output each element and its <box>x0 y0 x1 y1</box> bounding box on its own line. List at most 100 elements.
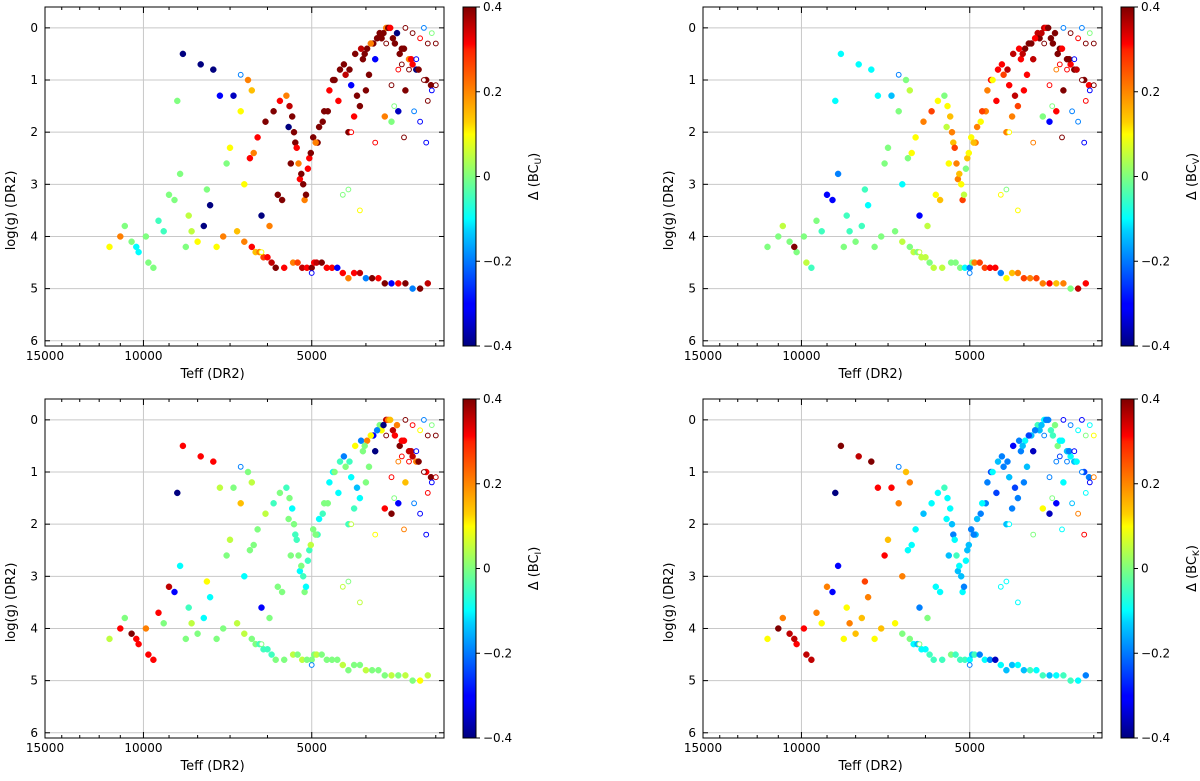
data-point-open <box>258 249 265 256</box>
data-point <box>248 243 256 251</box>
data-point <box>362 666 370 674</box>
data-point <box>928 108 935 115</box>
data-point-open <box>398 453 405 460</box>
colorbar-tick-label: 0 <box>483 170 491 184</box>
data-point <box>287 160 295 167</box>
data-point-open <box>428 87 435 94</box>
data-point <box>926 651 933 658</box>
data-point <box>952 651 959 658</box>
data-point <box>367 432 375 439</box>
data-point <box>350 661 358 669</box>
data-point <box>210 458 217 465</box>
x-tick-label: 5000 <box>954 741 985 755</box>
data-point <box>391 40 399 47</box>
data-point <box>992 656 999 664</box>
data-point <box>861 186 869 193</box>
data-point-open <box>1069 108 1075 115</box>
data-point <box>973 123 981 131</box>
data-point <box>312 531 319 538</box>
data-point <box>764 243 771 251</box>
data-point <box>299 573 307 580</box>
data-point-open <box>388 82 395 89</box>
data-point <box>270 108 277 115</box>
y-tick-label: 5 <box>688 674 696 688</box>
data-point <box>320 108 328 115</box>
y-tick-label: 1 <box>30 465 38 479</box>
data-point <box>304 165 312 172</box>
data-point <box>946 113 954 120</box>
data-point <box>1019 442 1026 450</box>
data-point <box>335 489 342 497</box>
data-point <box>165 191 173 199</box>
data-point <box>906 87 914 94</box>
data-point <box>1044 24 1052 32</box>
colorbar <box>462 6 477 347</box>
data-point <box>416 285 424 292</box>
data-point <box>274 583 282 591</box>
data-point-open <box>372 531 379 538</box>
data-point-open <box>1081 531 1088 538</box>
data-point <box>350 269 358 277</box>
data-point <box>934 97 942 105</box>
data-point-open <box>1086 479 1093 486</box>
data-point <box>891 228 899 235</box>
data-point-open <box>1030 139 1037 146</box>
data-point <box>326 479 333 486</box>
y-tick-label: 6 <box>688 726 696 740</box>
data-point-open <box>1086 422 1093 429</box>
data-point <box>373 427 381 434</box>
data-point-open <box>1053 458 1060 465</box>
y-tick-label: 5 <box>30 282 38 296</box>
data-point <box>846 620 853 627</box>
data-point <box>928 500 935 507</box>
data-point <box>386 24 394 32</box>
data-point <box>1011 92 1019 99</box>
data-point <box>881 552 888 559</box>
y-tick-label: 2 <box>30 125 38 139</box>
data-point <box>400 437 408 444</box>
y-tick-label: 0 <box>30 413 38 427</box>
data-point <box>1046 510 1053 517</box>
colorbar-tick-label: −0.4 <box>1141 731 1170 745</box>
colorbar-tick-label: 0.2 <box>1141 85 1160 99</box>
data-point <box>246 546 254 554</box>
data-point-open <box>423 531 430 538</box>
data-point-open <box>1064 66 1070 73</box>
x-axis-label: Teff (DR2) <box>179 759 244 774</box>
data-point-open <box>339 191 346 198</box>
data-point <box>1044 416 1052 424</box>
y-tick-label: 2 <box>688 517 696 531</box>
data-point <box>1053 280 1060 287</box>
data-point-open <box>388 474 395 481</box>
data-point <box>262 118 269 125</box>
data-point <box>371 55 379 63</box>
data-point <box>373 35 381 42</box>
data-point-open <box>401 134 407 141</box>
x-tick-label: 15000 <box>26 741 64 755</box>
data-point <box>994 66 1002 73</box>
x-tick-label: 5000 <box>954 349 985 363</box>
data-point <box>223 552 230 559</box>
data-point <box>357 437 365 444</box>
data-point <box>334 264 341 272</box>
data-point-open <box>391 495 398 502</box>
data-point <box>960 583 968 591</box>
data-point <box>977 118 984 125</box>
data-point <box>230 92 237 99</box>
data-point-open <box>1041 432 1048 439</box>
data-point-open <box>345 186 352 193</box>
data-point-open <box>432 82 439 89</box>
data-point <box>203 578 211 585</box>
data-point <box>1051 421 1059 429</box>
data-point <box>409 677 416 684</box>
data-point <box>994 458 1002 465</box>
data-point <box>142 625 150 632</box>
data-point <box>363 45 371 52</box>
data-point <box>843 604 850 611</box>
data-point <box>409 285 416 292</box>
data-point <box>858 614 866 622</box>
data-point <box>293 144 300 152</box>
data-point <box>962 165 970 172</box>
data-point-open <box>372 139 379 146</box>
data-point <box>922 646 929 653</box>
